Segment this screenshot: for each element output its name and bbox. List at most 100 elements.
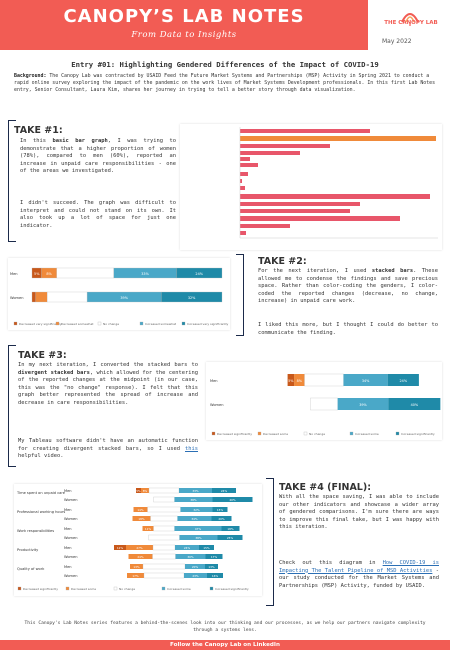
take4-bar-segment	[217, 535, 243, 540]
take4-p2-b: - our study conducted for the Market Sys…	[279, 567, 439, 589]
take4-data-label: 14%	[137, 508, 144, 512]
take2-legend-swatch	[181, 321, 186, 326]
take4-bar-segment	[175, 545, 199, 550]
take1-bracket	[8, 120, 16, 242]
take4-data-label: 30%	[187, 555, 194, 559]
take4-bar-segment	[133, 507, 148, 512]
take2-chart: Men 5% 8% 30% 33% 24% Women 21% 39% 32% Decreased …	[8, 258, 230, 330]
take4-data-label: 27%	[136, 546, 143, 550]
take4-row-label: Men	[64, 565, 72, 569]
take4-data-label: 15%	[217, 508, 224, 512]
take1-paragraph-2: I didn't succeed. The graph was difficul…	[20, 200, 176, 229]
take3-bar-segment	[388, 398, 441, 410]
take2-data-label: 8%	[46, 272, 52, 276]
take1-paragraph-1: In this basic bar graph, I was trying to…	[20, 138, 176, 176]
take2-legend-swatch	[13, 321, 18, 326]
take4-data-label: 12%	[117, 546, 124, 550]
take2-legend-label: Decreased somewhat	[61, 322, 94, 326]
take2-data-label: 30%	[81, 272, 89, 276]
take4-bar-segment	[211, 516, 232, 521]
take2-data-label: 5%	[34, 272, 40, 276]
take3-data-label: 5%	[288, 379, 294, 383]
page-title: CANOPY’S LAB NOTES	[63, 6, 305, 27]
take2-category-label: Men	[10, 272, 18, 276]
linkedin-link[interactable]: Follow the Canopy Lab on LinkedIn	[170, 641, 280, 648]
take2-data-label: 39%	[120, 296, 128, 300]
take4-bar-segment	[128, 554, 153, 559]
take4-row-label: Women	[64, 574, 78, 578]
take4-data-label: 24%	[221, 489, 228, 493]
take4-bar-segment	[205, 554, 223, 559]
take3-p1-bold: divergent stacked bars	[18, 369, 90, 376]
take2-bar-segment	[31, 291, 36, 303]
take4-bar-segment	[212, 497, 253, 502]
footer-bar[interactable]	[0, 640, 450, 650]
take4-data-label: 8%	[143, 489, 148, 493]
logo-text: THE CANOPY LAB	[384, 20, 438, 26]
take3-data-label: 30%	[306, 379, 314, 383]
take2-paragraph-2: I liked this more, but I thought I could…	[258, 322, 438, 336]
take4-data-label: 22%	[154, 546, 161, 550]
take3-legend-swatch	[257, 431, 262, 436]
take4-bar-segment	[205, 564, 218, 569]
take4-group-label: Productivity	[17, 548, 39, 552]
take2-data-label: 21%	[63, 296, 71, 300]
study-link[interactable]: How COVID-19 is Impacting The Talent Pip…	[279, 560, 439, 574]
take4-bar-segment	[180, 507, 213, 512]
take4-bar-segment	[177, 516, 212, 521]
take3-category-label: Women	[210, 403, 224, 407]
take3-p2-a: My Tableau software didn't have an autom…	[18, 438, 198, 452]
take3-diverging-bar-chart: Men 8%5% 30% 34% 24% Women 21% 39% 40% Decreased …	[210, 373, 441, 436]
take4-data-label: 32%	[193, 508, 200, 512]
take4-data-label: 23%	[153, 555, 160, 559]
take4-data-label: 38%	[195, 536, 202, 540]
take4-row-label: Men	[64, 489, 72, 493]
take4-bar-segment	[141, 488, 149, 493]
take4-chart: Time spent on unpaid care Men 8% 5% 30% 33% 24…	[14, 484, 262, 596]
footer-note: This Canopy's Lab Notes series features …	[24, 621, 426, 633]
take2-data-label: 32%	[188, 296, 196, 300]
take3-data-label: 21%	[312, 403, 320, 407]
take4-bar-segment	[221, 526, 240, 531]
take4-bar-segment	[127, 573, 144, 578]
take4-bar-segment	[179, 488, 212, 493]
take4-diverging-bar-chart: Time spent on unpaid care Men 8%5% 30% 33% 24…	[16, 487, 253, 591]
take3-bar-segment	[387, 374, 419, 386]
video-link[interactable]: this	[185, 445, 198, 452]
take4-legend-label: Decreased significantly	[23, 587, 58, 591]
take3-data-label: 34%	[362, 379, 370, 383]
take3-legend-label: Increased significantly	[401, 432, 435, 436]
take4-row-label: Men	[64, 508, 72, 512]
take3-legend-label: Increased some	[355, 432, 379, 436]
take2-legend-swatch	[55, 321, 60, 326]
header: CANOPY’S LAB NOTES From Data to Insights…	[0, 0, 450, 52]
take4-group-label: Time spent on unpaid care	[16, 491, 66, 495]
entry-title: Entry #01: Highlighting Gendered Differe…	[71, 60, 379, 69]
take2-stacked-bar-chart: Men 5% 8% 30% 33% 24% Women 21% 39% 32% Decreased …	[10, 267, 228, 326]
take2-legend-label: No change	[103, 322, 119, 326]
take4-heading: TAKE #4 (FINAL):	[279, 482, 371, 493]
take4-data-label: 20%	[218, 517, 225, 521]
take4-legend-label: Decreased some	[71, 587, 96, 591]
take4-data-label: 13%	[208, 565, 215, 569]
take3-legend-swatch	[395, 431, 400, 436]
take3-bracket	[8, 345, 16, 467]
take1-p1-a: In this	[20, 138, 53, 144]
take2-p1-a: For the next iteration, I used	[258, 268, 372, 274]
take3-legend-label: Decreased significantly	[217, 432, 252, 436]
take4-legend-swatch	[17, 586, 22, 591]
take4-row-label: Women	[64, 498, 78, 502]
take4-bar-segment	[207, 573, 223, 578]
take4-bar-segment	[184, 573, 207, 578]
take4-legend-label: No change	[119, 587, 135, 591]
take3-paragraph-1: In my next iteration, I converted the st…	[18, 362, 198, 408]
take2-heading: TAKE #2:	[258, 256, 307, 267]
take4-data-label: 33%	[192, 489, 199, 493]
take2-legend-label: Increased somewhat	[145, 322, 177, 326]
take1-heading: TAKE #1:	[14, 125, 63, 136]
take4-legend-label: Increased significantly	[215, 587, 249, 591]
take4-data-label: 21%	[154, 498, 161, 502]
take4-bar-segment	[185, 564, 205, 569]
take4-legend-swatch	[161, 586, 166, 591]
take4-data-label: 34%	[191, 517, 198, 521]
